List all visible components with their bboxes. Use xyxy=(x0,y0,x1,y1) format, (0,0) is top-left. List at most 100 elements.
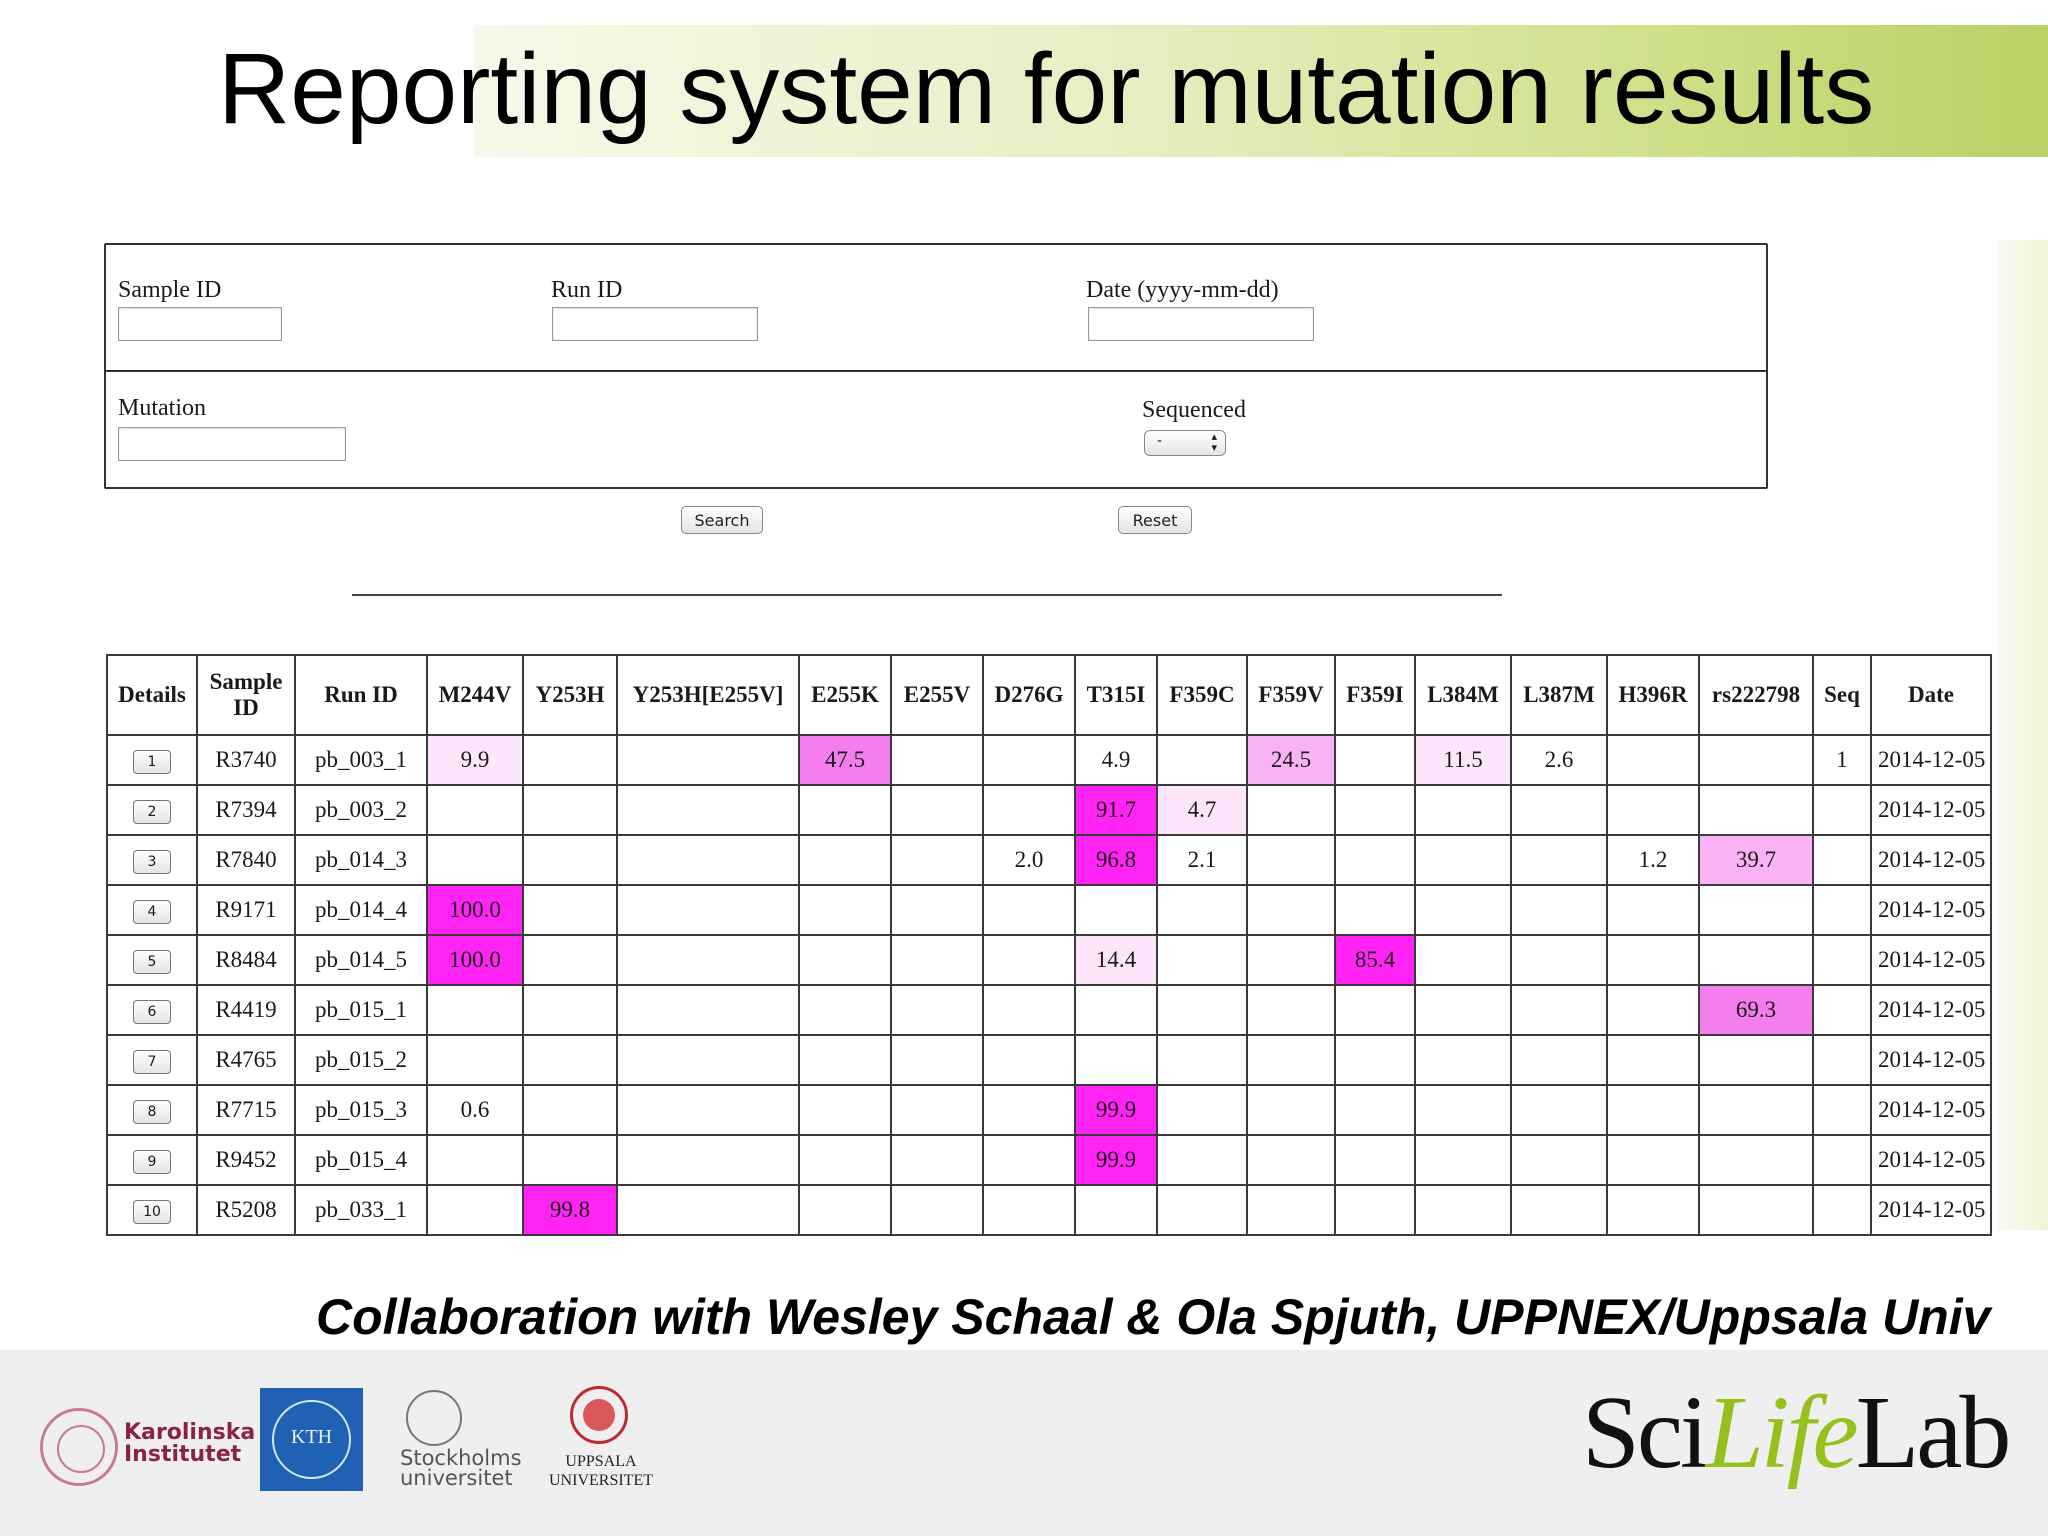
mutation-value-cell xyxy=(890,984,984,1036)
seq-cell xyxy=(1812,1134,1872,1186)
date-cell: 2014-12-05 xyxy=(1870,784,1992,836)
details-button[interactable]: 2 xyxy=(133,800,171,824)
run-id-input[interactable] xyxy=(552,307,758,341)
mutation-value-cell xyxy=(426,834,524,886)
mutation-value-cell xyxy=(616,884,800,936)
mutation-value-cell xyxy=(1074,1034,1158,1086)
date-cell: 2014-12-05 xyxy=(1870,1084,1992,1136)
mutation-value-cell xyxy=(1246,784,1336,836)
date-input[interactable] xyxy=(1088,307,1314,341)
kth-crown-icon xyxy=(272,1400,351,1479)
mutation-value-cell xyxy=(982,884,1076,936)
run-id-cell: pb_015_4 xyxy=(294,1134,428,1186)
mutation-value-cell xyxy=(798,1184,892,1236)
table-header-row: Details Sample ID Run ID M244V Y253H Y253H[E2… xyxy=(106,654,1992,736)
mutation-value-cell xyxy=(1246,1034,1336,1086)
mutation-value-cell xyxy=(426,1034,524,1086)
run-id-cell: pb_014_5 xyxy=(294,934,428,986)
table-row: 9 R9452 pb_015_4 99.9 2014-12-05 xyxy=(106,1134,1992,1186)
mutation-value-cell: 0.6 xyxy=(426,1084,524,1136)
mutation-value-cell xyxy=(1698,934,1814,986)
sample-id-cell: R4419 xyxy=(196,984,296,1036)
seq-cell xyxy=(1812,884,1872,936)
mutation-value-cell: 96.8 xyxy=(1074,834,1158,886)
mutation-value-cell xyxy=(890,784,984,836)
mutation-value-cell xyxy=(890,734,984,786)
reset-button[interactable]: Reset xyxy=(1118,506,1192,534)
mutation-value-cell xyxy=(616,734,800,786)
uu-line2: UNIVERSITET xyxy=(549,1472,653,1489)
mutation-value-cell xyxy=(1074,884,1158,936)
mutation-value-cell xyxy=(1698,1034,1814,1086)
details-cell: 2 xyxy=(106,784,198,836)
mutation-value-cell xyxy=(1606,1084,1700,1136)
date-label: Date (yyyy-mm-dd) xyxy=(1086,277,1279,303)
table-row: 1 R3740 pb_003_1 9.9 47.5 4.9 24.5 11.5 2.6 1 2014… xyxy=(106,734,1992,786)
mutation-value-cell xyxy=(1698,884,1814,936)
details-cell: 8 xyxy=(106,1084,198,1136)
mutation-value-cell xyxy=(1246,834,1336,886)
sample-id-input[interactable] xyxy=(118,307,282,341)
scilifelab-life: Life xyxy=(1705,1375,1859,1490)
mutation-value-cell xyxy=(616,1034,800,1086)
background-fade xyxy=(1998,240,2048,1230)
mutation-value-cell xyxy=(1156,884,1248,936)
details-button[interactable]: 6 xyxy=(133,1000,171,1024)
mutation-value-cell xyxy=(616,934,800,986)
mutation-value-cell xyxy=(1414,834,1512,886)
mutation-value-cell xyxy=(982,934,1076,986)
seq-cell xyxy=(1812,784,1872,836)
details-button[interactable]: 4 xyxy=(133,900,171,924)
column-header: E255V xyxy=(890,654,984,736)
mutation-value-cell xyxy=(1156,734,1248,786)
date-cell: 2014-12-05 xyxy=(1870,734,1992,786)
sample-id-cell: R5208 xyxy=(196,1184,296,1236)
mutation-value-cell xyxy=(1414,934,1512,986)
mutation-value-cell xyxy=(1510,784,1608,836)
details-button[interactable]: 10 xyxy=(133,1200,171,1224)
scilifelab-lab: Lab xyxy=(1855,1375,2012,1490)
mutation-value-cell xyxy=(1606,1184,1700,1236)
mutation-value-cell xyxy=(890,1184,984,1236)
collaboration-credit: Collaboration with Wesley Schaal & Ola S… xyxy=(316,1289,1991,1345)
mutation-value-cell xyxy=(1606,784,1700,836)
run-id-cell: pb_033_1 xyxy=(294,1184,428,1236)
mutation-value-cell xyxy=(1510,834,1608,886)
sequenced-select[interactable]: - ▴ ▾ xyxy=(1144,430,1226,456)
details-button[interactable]: 3 xyxy=(133,850,171,874)
mutation-value-cell: 4.9 xyxy=(1074,734,1158,786)
mutation-value-cell xyxy=(616,1134,800,1186)
mutation-value-cell xyxy=(890,1084,984,1136)
details-button[interactable]: 7 xyxy=(133,1050,171,1074)
column-header: Y253H xyxy=(522,654,618,736)
karolinska-logo-text: Karolinska Institutet xyxy=(124,1422,255,1466)
details-button[interactable]: 9 xyxy=(133,1150,171,1174)
mutation-value-cell xyxy=(1334,784,1416,836)
mutation-value-cell xyxy=(1698,1134,1814,1186)
details-button[interactable]: 8 xyxy=(133,1100,171,1124)
details-button[interactable]: 5 xyxy=(133,950,171,974)
mutation-value-cell xyxy=(798,884,892,936)
mutation-input[interactable] xyxy=(118,427,346,461)
kth-logo-text: KTH xyxy=(290,1426,333,1448)
seq-cell xyxy=(1812,1084,1872,1136)
app-screenshot: Sample ID Run ID Date (yyyy-mm-dd) Mutat… xyxy=(104,240,2000,1236)
column-header: H396R xyxy=(1606,654,1700,736)
mutation-value-cell xyxy=(798,1084,892,1136)
select-arrows-icon: ▴ ▾ xyxy=(1211,430,1217,454)
mutation-value-cell xyxy=(522,934,618,986)
sequenced-select-value: - xyxy=(1157,433,1163,449)
search-button[interactable]: Search xyxy=(681,506,763,534)
mutation-value-cell xyxy=(1334,834,1416,886)
mutation-value-cell: 100.0 xyxy=(426,934,524,986)
details-cell: 1 xyxy=(106,734,198,786)
mutation-value-cell xyxy=(798,1034,892,1086)
mutation-value-cell xyxy=(890,1034,984,1086)
sample-id-cell: R7715 xyxy=(196,1084,296,1136)
details-cell: 9 xyxy=(106,1134,198,1186)
details-button[interactable]: 1 xyxy=(133,750,171,774)
seq-cell xyxy=(1812,1034,1872,1086)
date-cell: 2014-12-05 xyxy=(1870,1034,1992,1086)
su-line1: Stockholms xyxy=(400,1446,522,1470)
seq-cell xyxy=(1812,1184,1872,1236)
